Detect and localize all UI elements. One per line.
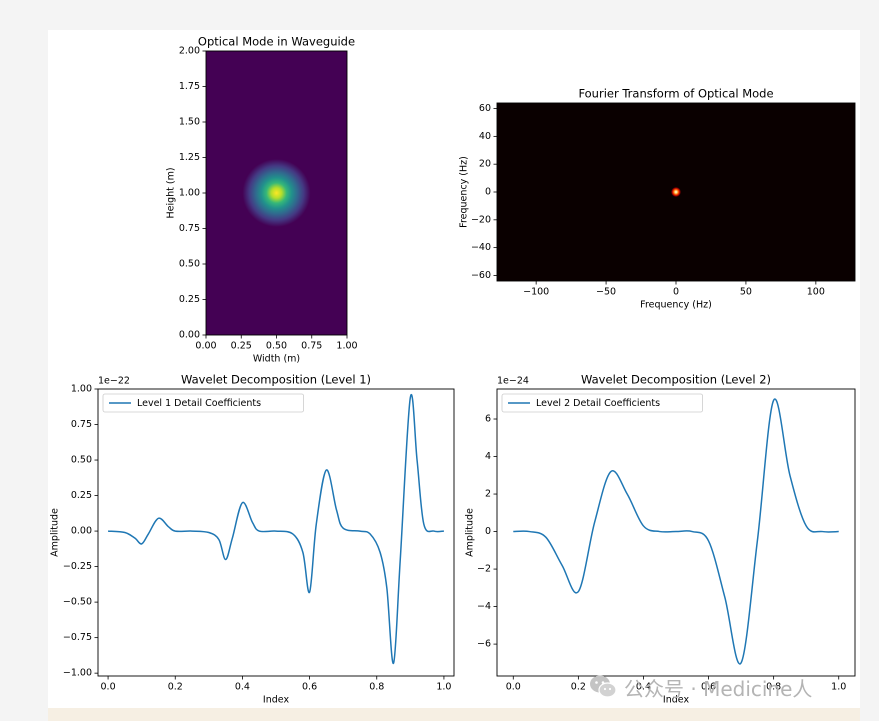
chart1-ytick-label: 0.25 <box>179 294 200 305</box>
chart4-xtick-label: 0.4 <box>636 682 651 693</box>
chart2-xtick-label: 100 <box>807 287 825 298</box>
chart4-xtick-label: 0.2 <box>571 682 586 693</box>
chart3-xtick-label: 0.0 <box>101 682 116 693</box>
chart3-xlabel: Index <box>263 695 290 706</box>
chart3-frame <box>97 388 455 677</box>
chart1-ytick-label: 1.75 <box>179 81 200 92</box>
chart3-title: Wavelet Decomposition (Level 1) <box>181 373 371 387</box>
chart3-scale-label: 1e−22 <box>98 376 130 387</box>
chart4-ytick-label: 2 <box>485 489 491 500</box>
chart4-ylabel: Amplitude <box>465 508 476 557</box>
chart3-xtick-label: 0.6 <box>302 682 317 693</box>
watermark: 公众号 · Medicine人 <box>588 671 812 703</box>
chart3-xtick-label: 0.4 <box>235 682 250 693</box>
chart2-ytick-label: −40 <box>471 242 491 253</box>
chart1-ytick-label: 0.50 <box>179 259 200 270</box>
chart4-scale-label: 1e−24 <box>497 376 529 387</box>
chart2-xtick-label: −50 <box>596 287 616 298</box>
chart4-ytick-label: 4 <box>485 451 491 462</box>
chart1-xtick-label: 0.25 <box>231 341 252 352</box>
chart4-legend-label: Level 2 Detail Coefficients <box>536 398 660 409</box>
chart3-ytick-label: 0.50 <box>71 455 92 466</box>
chart4-title: Wavelet Decomposition (Level 2) <box>581 373 771 387</box>
figure-svg: 0.00 0.25 0.50 0.75 1.000.000.250.500.751.00… <box>50 35 856 706</box>
chart3-legend-label: Level 1 Detail Coefficients <box>137 398 261 409</box>
chart1-ytick-label: 1.50 <box>179 117 200 128</box>
chart4-xtick-label: 0.6 <box>701 682 716 693</box>
chart2-xlabel: Frequency (Hz) <box>640 300 712 311</box>
chart4-ytick-label: 0 <box>485 526 491 537</box>
chart4-xtick-label: 0.8 <box>766 682 781 693</box>
chart1-xtick-label: 0.50 <box>266 341 287 352</box>
chart2-ytick-label: 40 <box>479 131 491 142</box>
chart1-xtick-label: 0.75 <box>301 341 322 352</box>
chart3-ytick-label: −0.50 <box>63 597 92 608</box>
chart4-ytick-label: −6 <box>477 639 491 650</box>
watermark-text: 公众号 · Medicine人 <box>624 676 813 701</box>
wechat-icon <box>590 675 617 698</box>
chart3-ytick-label: −0.25 <box>63 561 92 572</box>
chart2-peak-spot <box>671 187 681 197</box>
chart1-title: Optical Mode in Waveguide <box>198 35 355 49</box>
chart3-series-line <box>108 393 444 664</box>
chart1-ytick-label: 0.00 <box>179 330 200 341</box>
chart4-xtick-label: 1.0 <box>831 682 846 693</box>
figure-canvas: 0.00 0.25 0.50 0.75 1.00 0.00 0.25 0.50 0.75 1.00… <box>48 30 860 710</box>
footer-strip <box>48 708 860 721</box>
chart3-ylabel: Amplitude <box>50 508 61 557</box>
chart3-ytick-label: 0.25 <box>71 490 92 501</box>
chart3-ytick-label: 0.75 <box>71 419 92 430</box>
chart2-xtick-label: 0 <box>673 287 679 298</box>
chart4-xlabel: Index <box>663 695 690 706</box>
chart3-ytick-label: 1.00 <box>71 384 92 395</box>
chart2-ytick-label: −20 <box>471 214 491 225</box>
chart2-xtick-label: 50 <box>740 287 752 298</box>
chart1-ylabel: Height (m) <box>166 167 177 218</box>
chart4-ytick-label: −4 <box>477 601 491 612</box>
chart2-ytick-label: 20 <box>479 159 491 170</box>
chart1-xtick-label: 0.00 <box>195 341 216 352</box>
chart4-series-line <box>513 398 839 665</box>
chart2-xtick-label: −100 <box>523 287 549 298</box>
chart1-mode-spot <box>242 159 311 227</box>
chart3-ytick-label: −0.75 <box>63 632 92 643</box>
chart1-ytick-label: 0.75 <box>179 223 200 234</box>
chart4-ytick-label: −2 <box>477 564 491 575</box>
chart3-ytick-label: 0.00 <box>71 526 92 537</box>
chart1-ytick-label: 1.25 <box>179 152 200 163</box>
chart4-ytick-label: 6 <box>485 414 491 425</box>
chart1-ytick-label: 1.00 <box>179 188 200 199</box>
chart3-legend-box <box>102 393 305 413</box>
chart1-ytick-label: 2.00 <box>179 46 200 57</box>
chart2-ytick-label: 0 <box>485 187 491 198</box>
chart2-ylabel: Frequency (Hz) <box>459 156 470 228</box>
chart3-xtick-label: 1.0 <box>436 682 451 693</box>
chart3-ytick-label: −1.00 <box>63 668 92 679</box>
chart4-frame <box>496 388 856 677</box>
chart3-xtick-label: 0.2 <box>168 682 183 693</box>
chart1-xtick-label: 1.00 <box>336 341 357 352</box>
chart2-title: Fourier Transform of Optical Mode <box>578 87 773 101</box>
chart1-xlabel: Width (m) <box>253 354 300 365</box>
chart2-ytick-label: 60 <box>479 103 491 114</box>
chart3-xtick-label: 0.8 <box>369 682 384 693</box>
chart4-xtick-label: 0.0 <box>506 682 521 693</box>
chart4-legend-box <box>501 393 704 413</box>
chart2-ytick-label: −60 <box>471 270 491 281</box>
